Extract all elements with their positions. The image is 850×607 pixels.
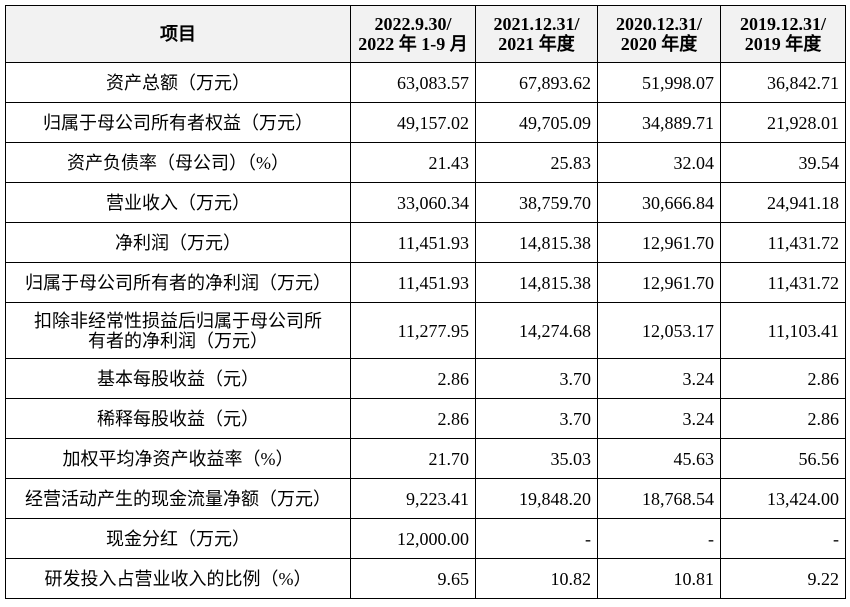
value-cell: 11,451.93 xyxy=(350,222,476,263)
value-cell: 2.86 xyxy=(350,398,476,439)
table-row: 稀释每股收益（元） 2.86 3.70 3.24 2.86 xyxy=(5,398,846,439)
row-label: 研发投入占营业收入的比例（%） xyxy=(5,558,351,599)
value-cell: 14,815.38 xyxy=(475,222,598,263)
value-cell: 36,842.71 xyxy=(720,62,846,103)
cell-line: 2022.9.30/ xyxy=(374,14,452,34)
value-cell: - xyxy=(720,518,846,559)
cell-line: 2021.12.31/ xyxy=(493,14,580,34)
row-label: 归属于母公司所有者权益（万元） xyxy=(5,102,351,143)
value-cell: 14,815.38 xyxy=(475,262,598,303)
value-cell: 21,928.01 xyxy=(720,102,846,143)
value-cell: 34,889.71 xyxy=(597,102,721,143)
value-cell: 35.03 xyxy=(475,438,598,479)
table-row: 资产负债率（母公司）（%） 21.43 25.83 32.04 39.54 xyxy=(5,142,846,183)
table-row: 营业收入（万元） 33,060.34 38,759.70 30,666.84 24,94… xyxy=(5,182,846,223)
value-cell: 11,103.41 xyxy=(720,302,846,359)
value-cell: 9.65 xyxy=(350,558,476,599)
value-cell: 10.82 xyxy=(475,558,598,599)
row-label: 净利润（万元） xyxy=(5,222,351,263)
value-cell: 25.83 xyxy=(475,142,598,183)
header-cell: 项目 xyxy=(5,5,351,63)
cell-line: 扣除非经常性损益后归属于母公司所 xyxy=(34,310,322,331)
header-row: 项目 2022.9.30/2022 年 1-9 月 2021.12.31/2021 … xyxy=(5,5,846,63)
table-row: 扣除非经常性损益后归属于母公司所 有者的净利润（万元） 11,277.95 14,27… xyxy=(5,302,846,359)
table-row: 现金分红（万元） 12,000.00- - - xyxy=(5,518,846,559)
value-cell: 11,277.95 xyxy=(350,302,476,359)
value-cell: 49,705.09 xyxy=(475,102,598,143)
value-cell: 12,000.00 xyxy=(350,518,476,559)
table-row: 归属于母公司所有者的净利润（万元） 11,451.93 14,815.38 12,96… xyxy=(5,262,846,303)
value-cell: - xyxy=(475,518,598,559)
row-label: 经营活动产生的现金流量净额（万元） xyxy=(5,478,351,519)
cell-line: 2020.12.31/ xyxy=(615,14,702,34)
table-row: 加权平均净资产收益率（%） 21.70 35.03 45.63 56.56 xyxy=(5,438,846,479)
value-cell: 2.86 xyxy=(720,398,846,439)
header-cell: 2021.12.31/2021 年度 xyxy=(475,5,598,63)
value-cell: 39.54 xyxy=(720,142,846,183)
cell-line: 2019.12.31/ xyxy=(739,14,826,34)
value-cell: 3.24 xyxy=(597,398,721,439)
row-label: 现金分红（万元） xyxy=(5,518,351,559)
value-cell: 3.24 xyxy=(597,358,721,399)
value-cell: 2.86 xyxy=(720,358,846,399)
value-cell: 21.43 xyxy=(350,142,476,183)
table-row: 基本每股收益（元） 2.86 3.70 3.24 2.86 xyxy=(5,358,846,399)
value-cell: 9,223.41 xyxy=(350,478,476,519)
value-cell: 38,759.70 xyxy=(475,182,598,223)
value-cell: 51,998.07 xyxy=(597,62,721,103)
row-label: 营业收入（万元） xyxy=(5,182,351,223)
value-cell: 11,431.72 xyxy=(720,262,846,303)
header-cell: 2022.9.30/2022 年 1-9 月 xyxy=(350,5,476,63)
value-cell: 11,451.93 xyxy=(350,262,476,303)
cell-line: 2022 年 1-9 月 xyxy=(358,34,468,54)
data-table: 项目 2022.9.30/2022 年 1-9 月 2021.12.31/2021 … xyxy=(5,5,846,599)
value-cell: 49,157.02 xyxy=(350,102,476,143)
value-cell: 14,274.68 xyxy=(475,302,598,359)
value-cell: 12,961.70 xyxy=(597,262,721,303)
table-row: 经营活动产生的现金流量净额（万元） 9,223.41 19,848.20 18,768… xyxy=(5,478,846,519)
value-cell: 67,893.62 xyxy=(475,62,598,103)
row-label: 资产总额（万元） xyxy=(5,62,351,103)
value-cell: 56.56 xyxy=(720,438,846,479)
row-label: 加权平均净资产收益率（%） xyxy=(5,438,351,479)
value-cell: 32.04 xyxy=(597,142,721,183)
value-cell: 33,060.34 xyxy=(350,182,476,223)
value-cell: 19,848.20 xyxy=(475,478,598,519)
table-row: 研发投入占营业收入的比例（%） 9.65 10.82 10.81 9.22 xyxy=(5,558,846,599)
value-cell: 2.86 xyxy=(350,358,476,399)
value-cell: 10.81 xyxy=(597,558,721,599)
cell-line: 2019 年度 xyxy=(744,34,822,54)
cell-line: 2020 年度 xyxy=(620,34,698,54)
value-cell: - xyxy=(597,518,721,559)
value-cell: 45.63 xyxy=(597,438,721,479)
value-cell: 3.70 xyxy=(475,358,598,399)
header-cell: 2020.12.31/2020 年度 xyxy=(597,5,721,63)
cell-line: 有者的净利润（万元） xyxy=(88,330,268,351)
value-cell: 30,666.84 xyxy=(597,182,721,223)
table-row: 归属于母公司所有者权益（万元） 49,157.02 49,705.09 34,889.… xyxy=(5,102,846,143)
table-row: 资产总额（万元） 63,083.57 67,893.62 51,998.07 36,84… xyxy=(5,62,846,103)
value-cell: 3.70 xyxy=(475,398,598,439)
row-label: 基本每股收益（元） xyxy=(5,358,351,399)
value-cell: 18,768.54 xyxy=(597,478,721,519)
value-cell: 63,083.57 xyxy=(350,62,476,103)
value-cell: 11,431.72 xyxy=(720,222,846,263)
header-cell: 2019.12.31/2019 年度 xyxy=(720,5,846,63)
value-cell: 24,941.18 xyxy=(720,182,846,223)
cell-line: 2021 年度 xyxy=(498,34,575,54)
row-label: 稀释每股收益（元） xyxy=(5,398,351,439)
value-cell: 9.22 xyxy=(720,558,846,599)
value-cell: 21.70 xyxy=(350,438,476,479)
value-cell: 12,053.17 xyxy=(597,302,721,359)
row-label: 扣除非经常性损益后归属于母公司所 有者的净利润（万元） xyxy=(5,302,351,359)
value-cell: 13,424.00 xyxy=(720,478,846,519)
row-label: 归属于母公司所有者的净利润（万元） xyxy=(5,262,351,303)
row-label: 资产负债率（母公司）（%） xyxy=(5,142,351,183)
table-row: 净利润（万元） 11,451.93 14,815.38 12,961.70 11,431… xyxy=(5,222,846,263)
value-cell: 12,961.70 xyxy=(597,222,721,263)
